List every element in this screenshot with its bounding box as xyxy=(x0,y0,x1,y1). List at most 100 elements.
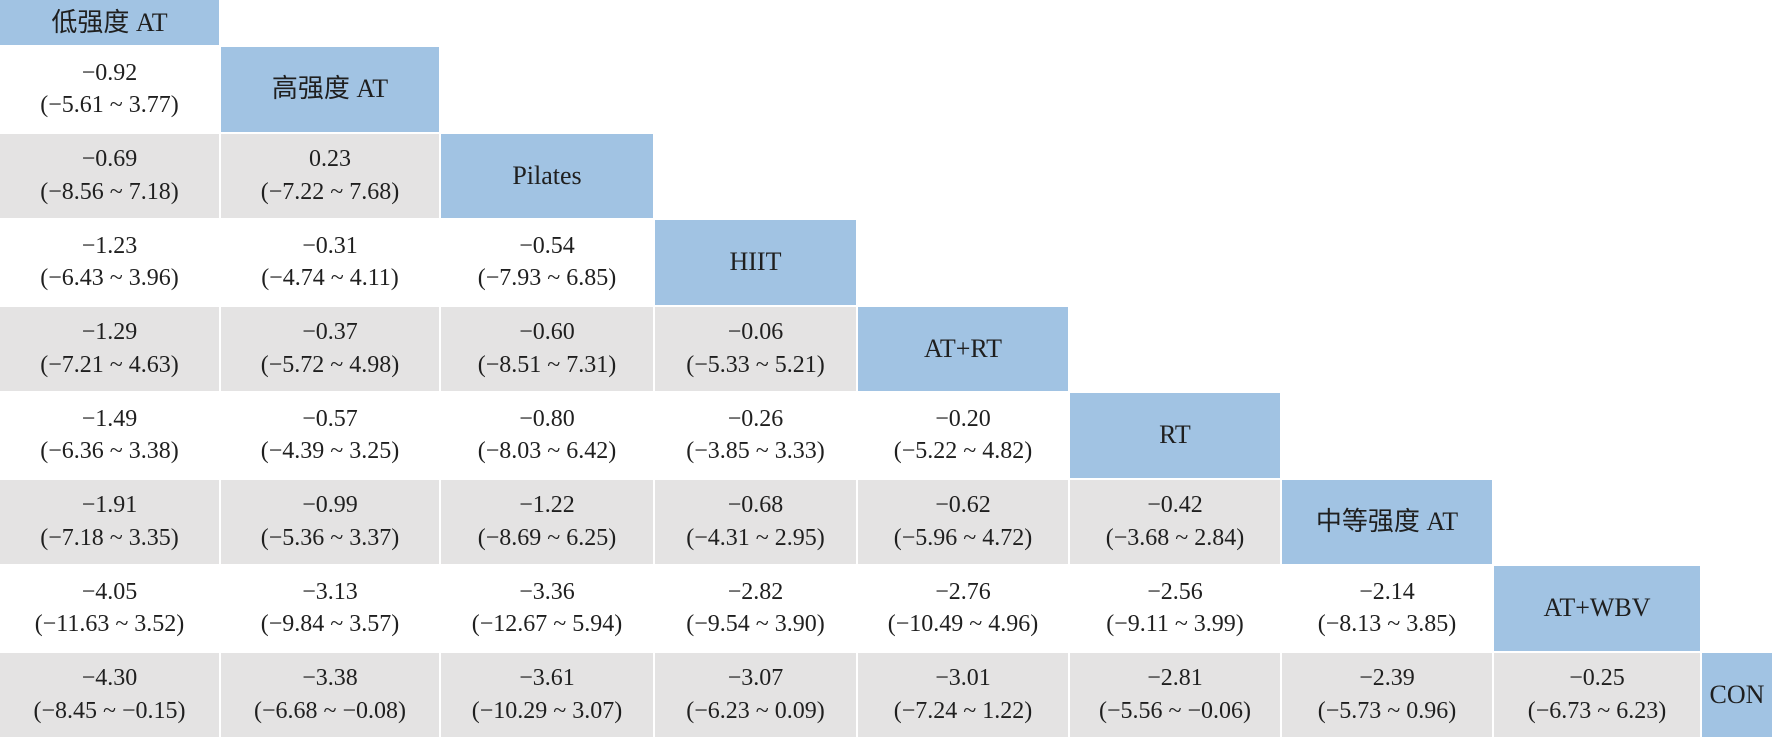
effect-estimate: −2.76 xyxy=(935,578,991,605)
confidence-interval: (−12.67 ~ 5.94) xyxy=(471,611,623,638)
confidence-interval: (−8.56 ~ 7.18) xyxy=(40,178,179,205)
effect-estimate: −1.23 xyxy=(81,232,138,259)
effect-estimate: −3.36 xyxy=(519,578,575,605)
confidence-interval: (−10.49 ~ 4.96) xyxy=(887,611,1039,638)
effect-estimate: −0.37 xyxy=(302,319,358,346)
effect-cell: −3.07 (−6.23 ~ 0.09) xyxy=(655,652,856,737)
effect-estimate: −0.25 xyxy=(1569,665,1625,692)
effect-cell: −1.91 (−7.18 ~ 3.35) xyxy=(0,479,219,564)
treatment-cell: Pilates xyxy=(441,133,653,218)
effect-estimate: 0.23 xyxy=(309,146,351,173)
effect-estimate: −3.13 xyxy=(302,578,358,605)
effect-cell: −0.60 (−8.51 ~ 7.31) xyxy=(441,306,653,391)
effect-cell: −0.26 (−3.85 ~ 3.33) xyxy=(655,393,856,478)
effect-estimate: −0.99 xyxy=(302,492,358,519)
effect-cell: −3.61 (−10.29 ~ 3.07) xyxy=(441,652,653,737)
confidence-interval: (−7.93 ~ 6.85) xyxy=(477,265,617,292)
confidence-interval: (−6.68 ~ −0.08) xyxy=(253,697,407,724)
effect-estimate: −0.60 xyxy=(519,319,575,346)
confidence-interval: (−7.24 ~ 1.22) xyxy=(893,697,1033,724)
confidence-interval: (−5.22 ~ 4.82) xyxy=(893,438,1033,465)
empty-cell xyxy=(655,133,856,218)
empty-cell xyxy=(1702,47,1772,132)
effect-estimate: −0.57 xyxy=(302,405,358,432)
confidence-interval: (−4.31 ~ 2.95) xyxy=(686,524,825,551)
empty-cell xyxy=(1702,393,1772,478)
confidence-interval: (−5.96 ~ 4.72) xyxy=(893,524,1033,551)
confidence-interval: (−7.18 ~ 3.35) xyxy=(40,524,179,551)
empty-cell xyxy=(1070,306,1280,391)
effect-estimate: −0.69 xyxy=(81,146,138,173)
empty-cell xyxy=(1702,220,1772,305)
empty-cell xyxy=(1494,0,1700,45)
treatment-cell: AT+WBV xyxy=(1494,566,1700,651)
effect-estimate: −0.06 xyxy=(727,319,784,346)
effect-estimate: −0.92 xyxy=(81,59,138,86)
empty-cell xyxy=(1494,47,1700,132)
treatment-cell: RT xyxy=(1070,393,1280,478)
effect-cell: −0.31 (−4.74 ~ 4.11) xyxy=(221,220,439,305)
effect-estimate: −4.05 xyxy=(81,578,138,605)
effect-cell: −1.49 (−6.36 ~ 3.38) xyxy=(0,393,219,478)
effect-estimate: −2.14 xyxy=(1359,578,1415,605)
effect-estimate: −1.29 xyxy=(81,319,138,346)
empty-cell xyxy=(1282,47,1492,132)
effect-cell: −1.29 (−7.21 ~ 4.63) xyxy=(0,306,219,391)
empty-cell xyxy=(1494,133,1700,218)
effect-cell: −0.06 (−5.33 ~ 5.21) xyxy=(655,306,856,391)
effect-cell: −3.01 (−7.24 ~ 1.22) xyxy=(858,652,1068,737)
empty-cell xyxy=(858,0,1068,45)
effect-cell: −2.14 (−8.13 ~ 3.85) xyxy=(1282,566,1492,651)
confidence-interval: (−6.43 ~ 3.96) xyxy=(40,265,179,292)
empty-cell xyxy=(441,0,653,45)
empty-cell xyxy=(655,47,856,132)
empty-cell xyxy=(1070,0,1280,45)
effect-cell: −0.62 (−5.96 ~ 4.72) xyxy=(858,479,1068,564)
effect-cell: −0.25 (−6.73 ~ 6.23) xyxy=(1494,652,1700,737)
effect-estimate: −0.62 xyxy=(935,492,991,519)
effect-estimate: −0.54 xyxy=(519,232,575,259)
empty-cell xyxy=(221,0,439,45)
effect-estimate: −0.68 xyxy=(727,492,784,519)
confidence-interval: (−8.51 ~ 7.31) xyxy=(477,351,617,378)
effect-cell: −3.13 (−9.84 ~ 3.57) xyxy=(221,566,439,651)
effect-cell: −4.30 (−8.45 ~ −0.15) xyxy=(0,652,219,737)
effect-estimate: −2.82 xyxy=(727,578,784,605)
empty-cell xyxy=(1702,566,1772,651)
empty-cell xyxy=(655,0,856,45)
confidence-interval: (−8.13 ~ 3.85) xyxy=(1317,611,1457,638)
confidence-interval: (−5.73 ~ 0.96) xyxy=(1317,697,1457,724)
confidence-interval: (−10.29 ~ 3.07) xyxy=(471,697,623,724)
effect-estimate: −0.31 xyxy=(302,232,358,259)
effect-estimate: −2.81 xyxy=(1147,665,1203,692)
effect-cell: −0.37 (−5.72 ~ 4.98) xyxy=(221,306,439,391)
effect-estimate: −0.42 xyxy=(1147,492,1203,519)
effect-estimate: −3.61 xyxy=(519,665,575,692)
empty-cell xyxy=(1494,479,1700,564)
effect-estimate: −1.22 xyxy=(519,492,575,519)
confidence-interval: (−4.74 ~ 4.11) xyxy=(261,265,399,292)
confidence-interval: (−5.33 ~ 5.21) xyxy=(686,351,825,378)
effect-cell: −2.82 (−9.54 ~ 3.90) xyxy=(655,566,856,651)
effect-cell: −2.56 (−9.11 ~ 3.99) xyxy=(1070,566,1280,651)
empty-cell xyxy=(1702,133,1772,218)
confidence-interval: (−5.72 ~ 4.98) xyxy=(260,351,400,378)
effect-estimate: −4.30 xyxy=(81,665,138,692)
empty-cell xyxy=(1494,220,1700,305)
empty-cell xyxy=(441,47,653,132)
confidence-interval: (−4.39 ~ 3.25) xyxy=(260,438,400,465)
confidence-interval: (−8.45 ~ −0.15) xyxy=(33,697,186,724)
effect-estimate: −0.80 xyxy=(519,405,575,432)
effect-cell: −3.36 (−12.67 ~ 5.94) xyxy=(441,566,653,651)
effect-cell: −0.68 (−4.31 ~ 2.95) xyxy=(655,479,856,564)
empty-cell xyxy=(1070,133,1280,218)
empty-cell xyxy=(1494,306,1700,391)
effect-cell: −2.76 (−10.49 ~ 4.96) xyxy=(858,566,1068,651)
confidence-interval: (−6.23 ~ 0.09) xyxy=(686,697,825,724)
effect-estimate: −1.91 xyxy=(81,492,138,519)
effect-cell: −0.80 (−8.03 ~ 6.42) xyxy=(441,393,653,478)
effect-estimate: −2.56 xyxy=(1147,578,1203,605)
effect-estimate: −0.26 xyxy=(727,405,784,432)
empty-cell xyxy=(1070,47,1280,132)
